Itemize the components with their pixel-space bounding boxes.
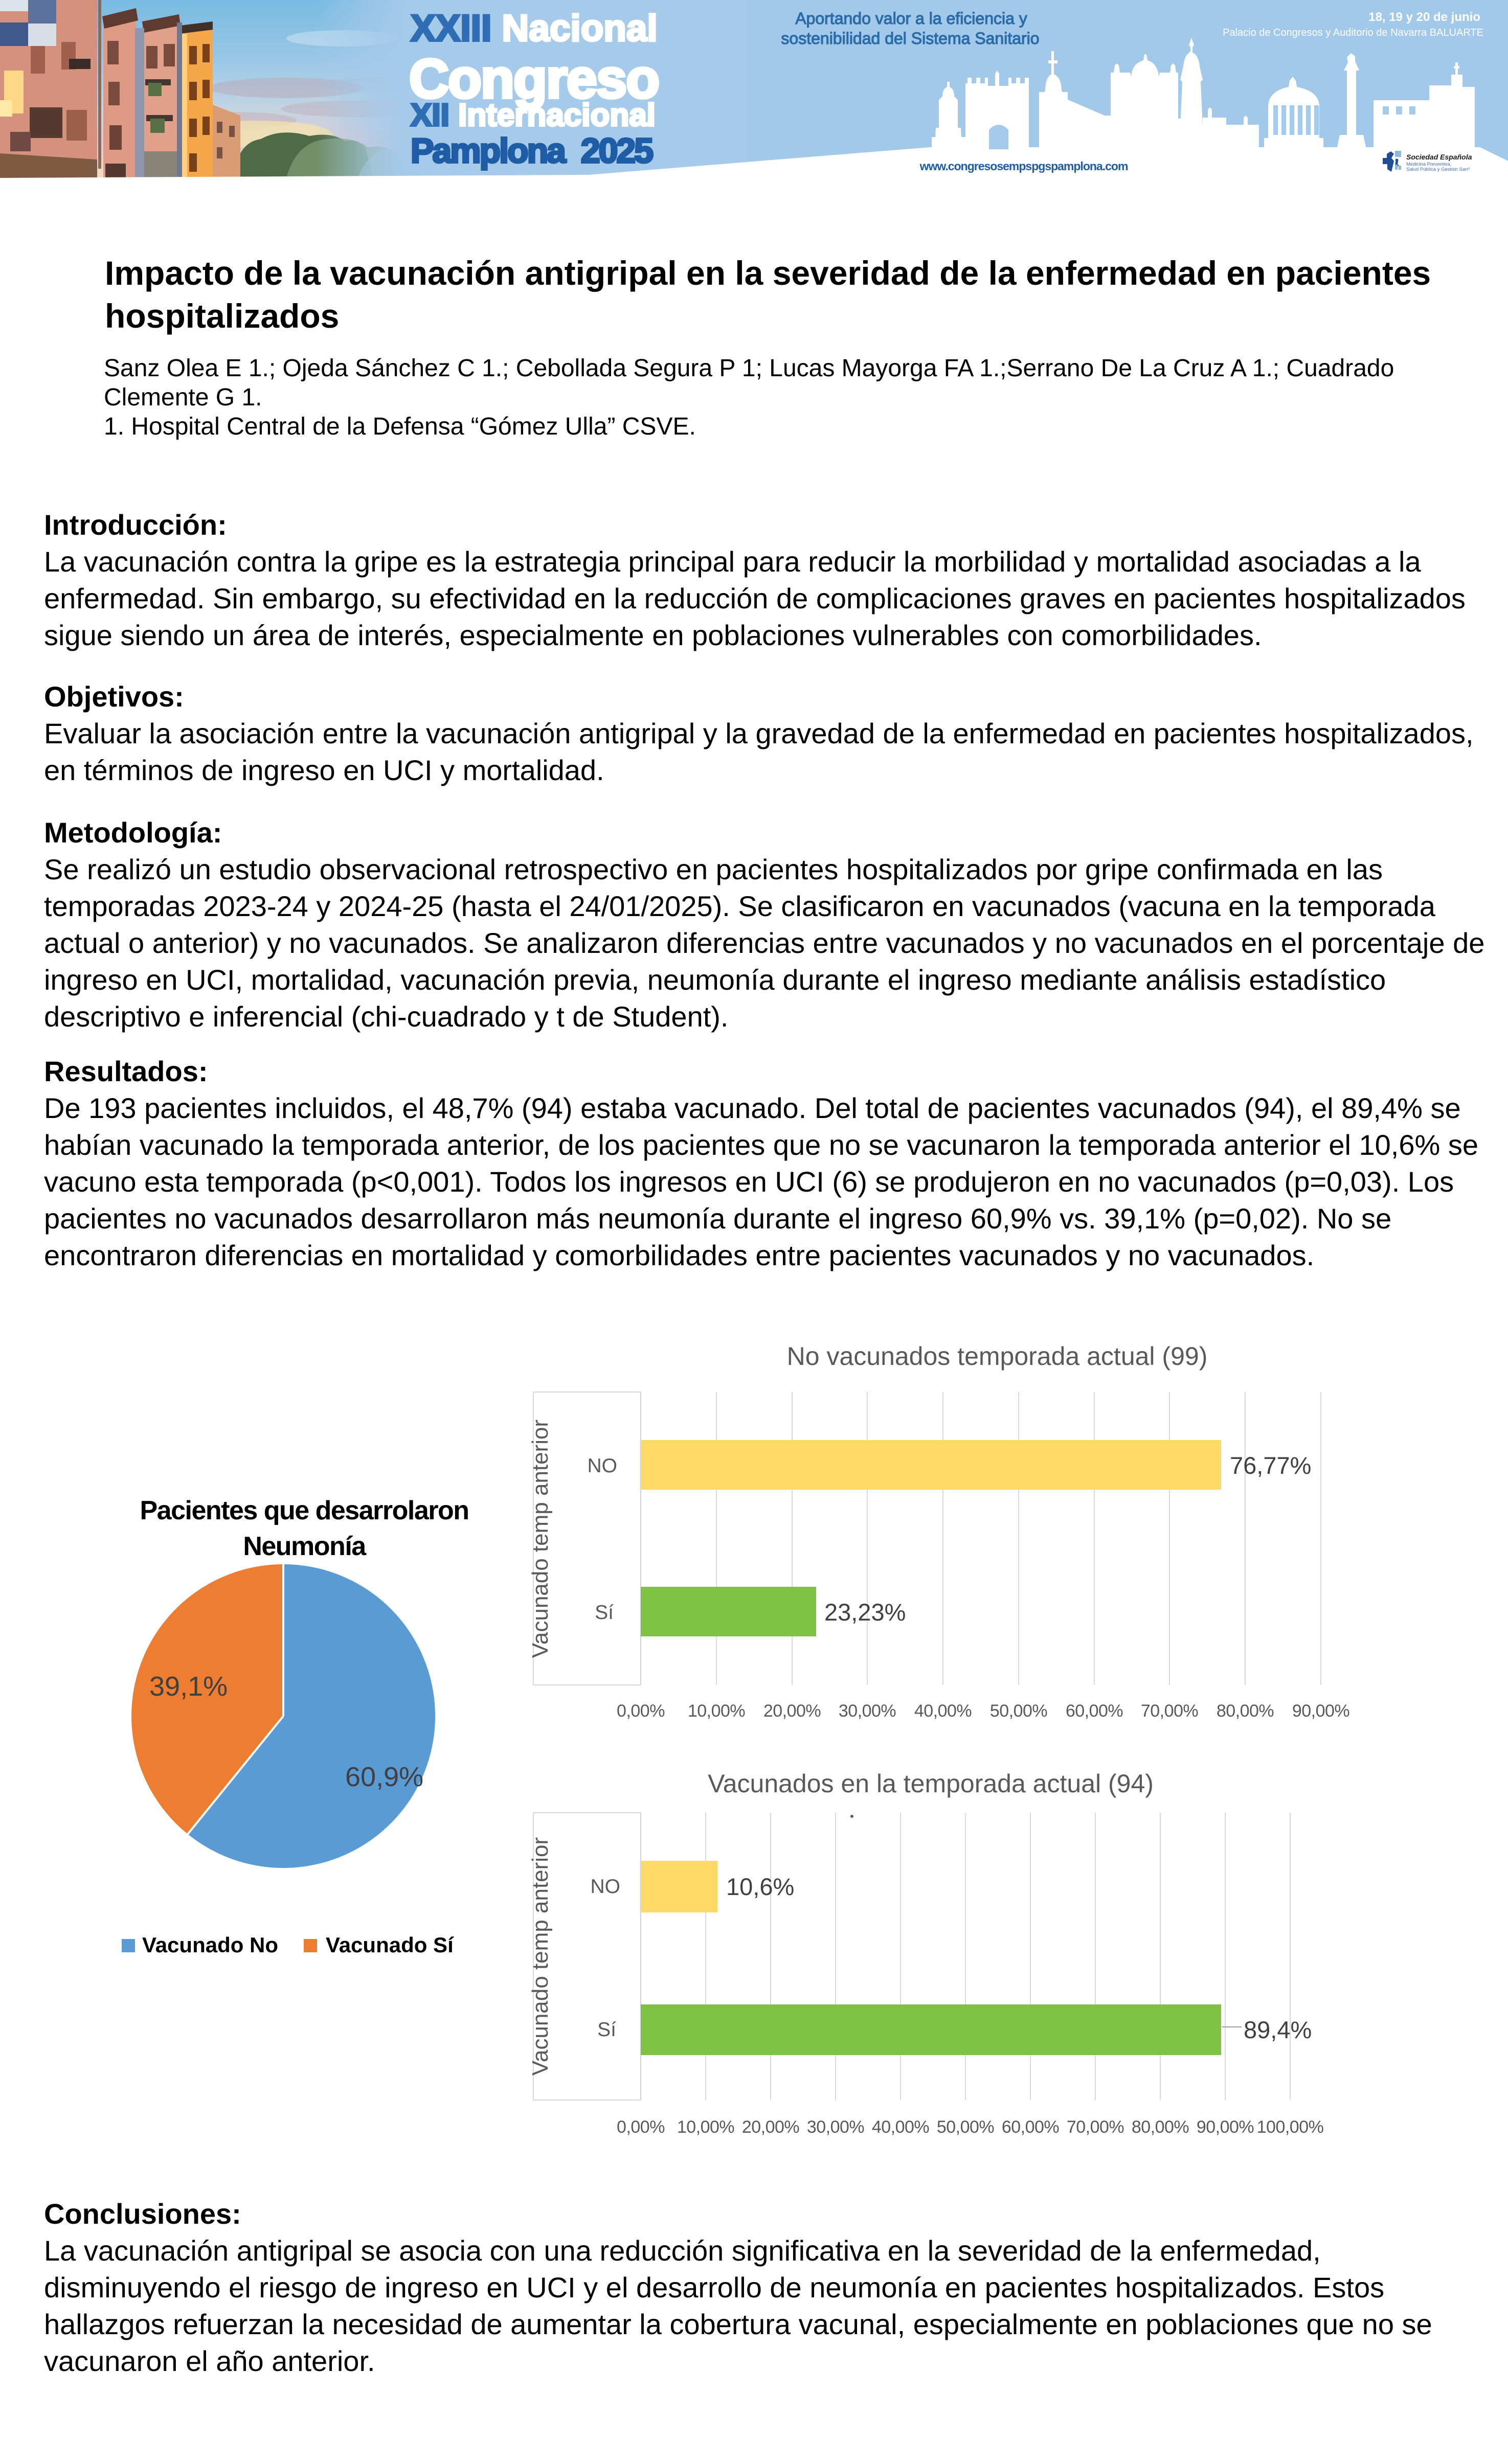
- svg-text:Sí: Sí: [597, 2019, 616, 2041]
- svg-text:60,00%: 60,00%: [1002, 2117, 1060, 2137]
- svg-text:XXIII Nacional: XXIII Nacional: [411, 8, 658, 49]
- svg-text:70,00%: 70,00%: [1067, 2117, 1124, 2137]
- svg-text:10,00%: 10,00%: [688, 1701, 746, 1721]
- svg-text:www.congresosempspgspamplona.c: www.congresosempspgspamplona.com: [919, 159, 1128, 173]
- svg-text:Pamplona 2025: Pamplona 2025: [411, 131, 652, 170]
- svg-text:40,00%: 40,00%: [914, 1701, 972, 1721]
- svg-text:NO: NO: [591, 1876, 621, 1898]
- svg-text:Aportando valor a la eficienci: Aportando valor a la eficiencia y: [795, 9, 1027, 28]
- svg-text:40,00%: 40,00%: [872, 2117, 930, 2137]
- svg-text:Medicina Preventiva,: Medicina Preventiva,: [1406, 162, 1451, 167]
- svg-text:89,4%: 89,4%: [1244, 2016, 1312, 2043]
- svg-text:20,00%: 20,00%: [742, 2117, 800, 2137]
- svg-text:Congreso: Congreso: [409, 48, 659, 109]
- svg-text:80,00%: 80,00%: [1132, 2117, 1189, 2137]
- svg-text:100,00%: 100,00%: [1257, 2117, 1324, 2137]
- svg-text:Vacunados en la temporada actu: Vacunados en la temporada actual (94): [708, 1769, 1154, 1798]
- svg-text:39,1%: 39,1%: [149, 1671, 228, 1702]
- svg-text:Sociedad Española: Sociedad Española: [1406, 153, 1472, 161]
- svg-text:Vacunado No: Vacunado No: [142, 1933, 278, 1957]
- svg-text:70,00%: 70,00%: [1141, 1701, 1199, 1721]
- svg-text:0,00%: 0,00%: [617, 2117, 665, 2137]
- svg-text:Pacientes que desarrolaron: Pacientes que desarrolaron: [140, 1496, 468, 1525]
- svg-text:20,00%: 20,00%: [763, 1701, 821, 1721]
- svg-text:Salud Pública y Gestión Sanº: Salud Pública y Gestión Sanº: [1406, 167, 1470, 172]
- svg-text:0,00%: 0,00%: [617, 1701, 665, 1721]
- svg-text:10,6%: 10,6%: [726, 1873, 794, 1900]
- svg-text:18, 19 y 20 de junio: 18, 19 y 20 de junio: [1368, 10, 1480, 24]
- svg-text:60,9%: 60,9%: [345, 1762, 423, 1792]
- svg-text:Palacio de Congresos y Auditor: Palacio de Congresos y Auditorio de Nava…: [1223, 27, 1483, 38]
- svg-text:23,23%: 23,23%: [824, 1599, 906, 1626]
- svg-text:Sí: Sí: [595, 1602, 614, 1624]
- svg-text:Vacunado temp anterior: Vacunado temp anterior: [528, 1837, 553, 2075]
- svg-text:10,00%: 10,00%: [677, 2117, 735, 2137]
- svg-text:No vacunados temporada actual: No vacunados temporada actual (99): [787, 1342, 1208, 1371]
- svg-text:50,00%: 50,00%: [990, 1701, 1048, 1721]
- svg-text:NO: NO: [588, 1455, 618, 1477]
- svg-text:60,00%: 60,00%: [1066, 1701, 1123, 1721]
- svg-text:Vacunado temp anterior: Vacunado temp anterior: [528, 1420, 553, 1658]
- svg-text:50,00%: 50,00%: [937, 2117, 995, 2137]
- svg-text:30,00%: 30,00%: [807, 2117, 865, 2137]
- svg-text:90,00%: 90,00%: [1292, 1701, 1350, 1721]
- svg-text:Vacunado Sí: Vacunado Sí: [326, 1933, 454, 1957]
- svg-text:30,00%: 30,00%: [839, 1701, 896, 1721]
- svg-text:76,77%: 76,77%: [1230, 1452, 1311, 1479]
- svg-text:sostenibilidad del Sistema San: sostenibilidad del Sistema Sanitario: [781, 29, 1039, 48]
- svg-text:90,00%: 90,00%: [1197, 2117, 1254, 2137]
- svg-text:80,00%: 80,00%: [1217, 1701, 1274, 1721]
- svg-text:Neumonía: Neumonía: [243, 1532, 367, 1561]
- svg-text:XII Internacional: XII Internacional: [411, 98, 656, 133]
